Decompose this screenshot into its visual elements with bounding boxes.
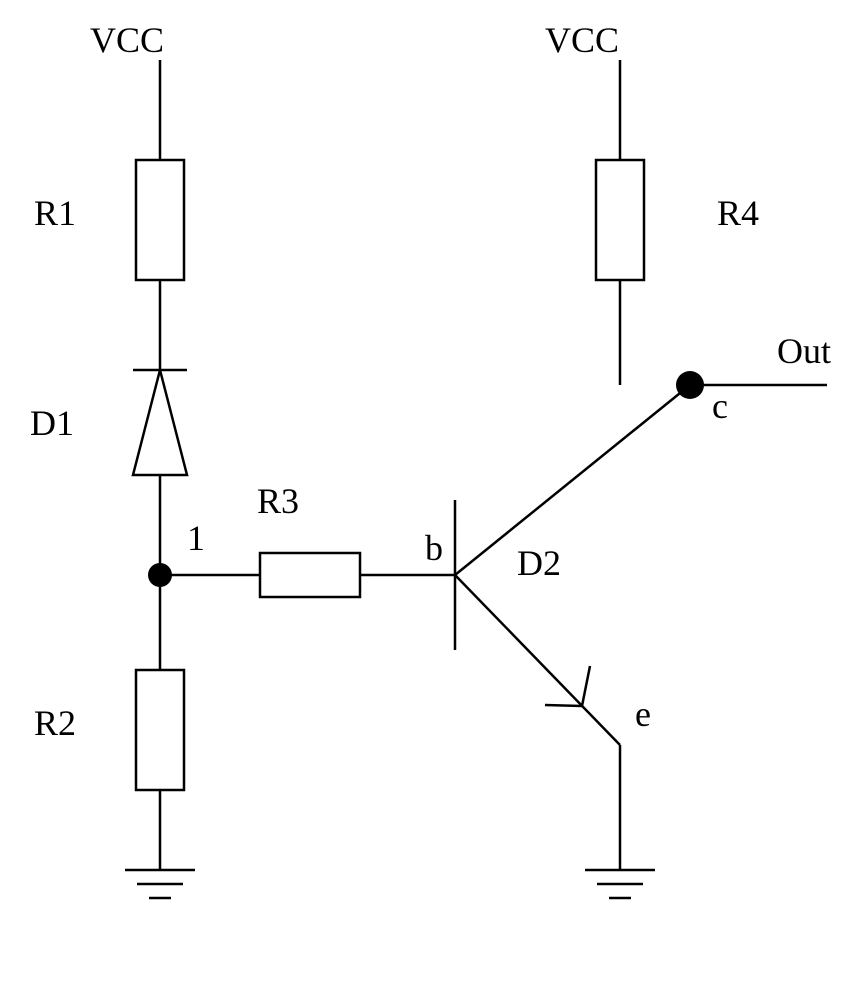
resistor-0 [136,160,184,280]
emitter-arrow-1 [545,705,582,706]
label-out: Out [777,331,831,371]
node-1 [676,371,704,399]
label-b: b [425,528,443,568]
label-r2: R2 [34,703,76,743]
label-e: e [635,694,651,734]
node-0 [148,563,172,587]
background [0,0,857,988]
circuit-schematic: VCC VCC R1 R2 R3 R4 D1 D2 1 b c e Out [0,0,857,988]
label-d1: D1 [30,403,74,443]
label-vcc_right: VCC [545,20,619,60]
label-r3: R3 [257,481,299,521]
resistor-2 [260,553,360,597]
label-r1: R1 [34,193,76,233]
label-r4: R4 [717,193,759,233]
label-vcc_left: VCC [90,20,164,60]
label-node1: 1 [187,518,205,558]
label-c: c [712,386,728,426]
resistor-1 [136,670,184,790]
label-d2: D2 [517,543,561,583]
resistor-3 [596,160,644,280]
